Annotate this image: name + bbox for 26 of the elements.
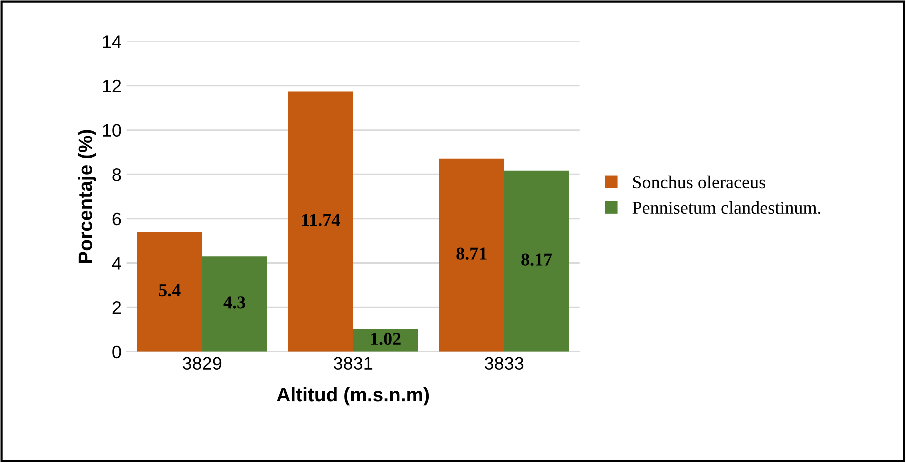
- y-tick-label: 12: [103, 80, 122, 93]
- y-tick-label: 8: [112, 168, 122, 182]
- bar: [202, 256, 268, 352]
- bar: [439, 158, 504, 352]
- x-tick-label: 3833: [484, 357, 524, 370]
- data-label: 5.4: [159, 284, 181, 297]
- y-tick-label: 0: [112, 346, 122, 359]
- y-tick-label: 10: [103, 124, 122, 138]
- y-tick-label: 4: [112, 257, 122, 270]
- data-label: 4.3: [224, 296, 246, 309]
- bar: [288, 92, 354, 352]
- bar: [137, 232, 202, 352]
- data-label: 11.74: [302, 214, 340, 226]
- y-tick-label: 6: [112, 212, 122, 226]
- data-label: 8.17: [522, 254, 552, 266]
- data-label: 8.71: [456, 248, 487, 260]
- data-label: 1.02: [371, 332, 401, 346]
- x-axis-title: Altitud (m.s.n.m): [277, 387, 430, 406]
- x-tick-label: 3829: [182, 357, 222, 370]
- y-tick-label: 14: [103, 36, 122, 48]
- x-tick-label: 3831: [334, 357, 373, 370]
- y-tick-label: 2: [112, 302, 122, 314]
- y-axis-title: Porcentaje (%): [78, 130, 96, 264]
- legend-label: Sonchus oleraceus: [633, 176, 766, 189]
- bar: [504, 170, 570, 352]
- legend-label: Pennisetum clandestinum.: [632, 201, 821, 214]
